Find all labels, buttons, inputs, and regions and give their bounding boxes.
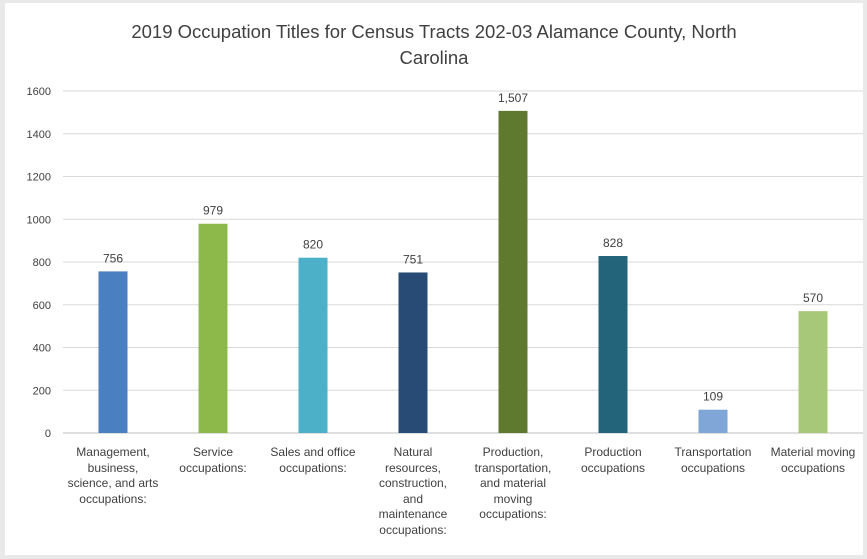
bar [98,271,128,433]
bar [798,311,828,433]
bar [198,223,228,433]
x-tick-label-line: resources, [384,460,442,475]
x-tick-label: Management, business, science, and arts occ… [63,445,163,507]
x-tick-label-line: and material [479,476,547,490]
y-tick-label: 200 [33,385,51,397]
y-tick-label: 400 [33,343,51,355]
y-tick-label: 0 [45,428,51,440]
x-tick-label: Sales and office occupations: [263,445,363,476]
x-tick-label-line: occupations [680,460,746,475]
x-tick-label-line: Natural [393,445,433,459]
x-tick-label-line: Service [192,445,233,459]
data-label: 1,507 [498,91,528,105]
x-tick-label: Natural resources, construction, and mainten… [363,445,463,538]
x-tick-label: Service occupations: [163,445,263,476]
x-tick-label-line: Production, [482,445,544,459]
chart-title-line-2: Carolina [399,47,469,68]
x-tick-label-line: occupations: [379,522,447,537]
bar [698,409,728,433]
y-tick-label: 1400 [27,129,51,141]
data-label: 751 [403,252,423,266]
x-tick-label: Transportation occupations [663,445,763,476]
bar [498,110,528,433]
x-tick-label-line: science, and arts [67,476,159,490]
x-tick-label-line: occupations: [79,491,147,506]
x-tick-label-line: construction, [378,476,448,490]
data-label: 828 [603,236,623,250]
x-tick-label-line: Production [584,445,642,459]
x-tick-label-line: Sales and office [270,445,356,459]
x-tick-label-line: transportation, [474,460,552,475]
bar [598,256,628,433]
chart-card: 2019 Occupation Titles for Census Tracts… [5,3,863,555]
x-tick-label-line: occupations: [279,460,347,475]
x-tick-label-line: Material moving [770,445,856,459]
x-tick-label-line: occupations: [479,507,547,521]
x-tick-label-line: maintenance [378,507,448,521]
bar-chart: 0 200 400 600 800 1000 1200 1400 1600 756 979 820 75… [27,86,863,440]
y-tick-label: 1600 [27,86,51,98]
bar [298,257,328,433]
data-label: 756 [103,251,123,265]
chart-title-line-1: 2019 Occupation Titles for Census Tracts… [131,21,737,42]
x-tick-label-line: occupations [580,460,646,475]
x-tick-label: Production occupations [563,445,663,476]
y-tick-label: 600 [33,300,51,312]
x-tick-label: Material moving occupations [763,445,863,476]
bar [398,272,428,433]
chart-title: 2019 Occupation Titles for Census Tracts… [5,19,863,71]
data-label: 109 [703,390,723,404]
y-tick-label: 800 [33,257,51,269]
y-tick-label: 1200 [27,172,51,184]
data-label: 820 [303,238,323,252]
x-tick-label-line: Management, [76,445,150,459]
y-tick-label: 1000 [27,214,51,226]
x-tick-label-line: and [402,491,424,506]
x-tick-label-line: business, [87,460,139,475]
data-label: 979 [203,204,223,218]
x-tick-label: Production, transportation, and material mo… [463,445,563,523]
x-tick-label-line: Transportation [674,445,752,459]
x-tick-label-line: occupations [780,460,846,475]
data-label: 570 [803,291,823,305]
x-tick-label-line: moving [493,491,533,506]
x-tick-label-line: occupations: [179,460,247,475]
